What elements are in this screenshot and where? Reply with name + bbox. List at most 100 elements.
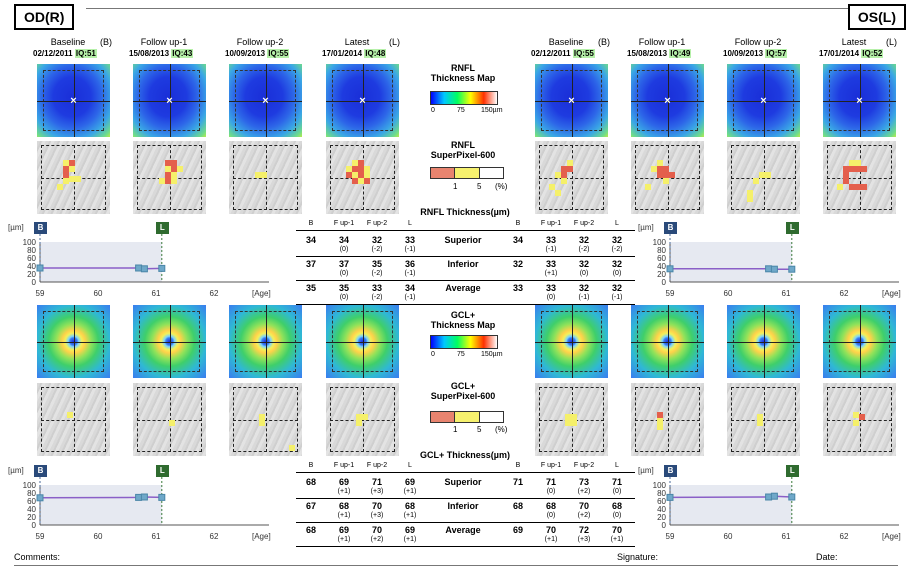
sp-scale-b: 5	[477, 182, 482, 191]
os-value: 72	[578, 525, 589, 535]
map-v-axis	[73, 64, 75, 137]
od-col-header: B	[308, 220, 314, 227]
os-value: 70	[578, 501, 589, 511]
row-label-average: Average	[445, 525, 481, 535]
superpixel-cell	[645, 184, 651, 190]
table-row-divider	[296, 256, 635, 257]
os-delta: (+3)	[577, 536, 591, 543]
superpixel-cell	[364, 178, 370, 184]
superpixel-map	[823, 383, 896, 456]
scale-max: 150µm	[481, 107, 503, 114]
od-col-header: B	[308, 462, 314, 469]
visit-date: 15/08/2013 IQ:49	[627, 49, 692, 58]
od-delta: (+1)	[403, 488, 417, 495]
signature-label: Signature:	[617, 552, 659, 562]
od-col-header: F up-1	[333, 220, 355, 227]
od-value: 35	[338, 283, 349, 293]
gcl-map-title: GCL+ Thickness Map	[403, 310, 523, 330]
superpixel-cell	[657, 172, 663, 178]
os-value: 68	[611, 501, 622, 511]
od-value: 33	[404, 235, 415, 245]
od-delta: (+1)	[403, 536, 417, 543]
visit-tag: (L)	[389, 37, 400, 47]
superpixel-map	[727, 141, 800, 214]
superpixel-v-axis	[169, 387, 171, 452]
superpixel-cell	[849, 166, 855, 172]
x-age-label: [Age]	[882, 532, 901, 541]
od-value: 37	[305, 259, 316, 269]
superpixel-cell	[364, 172, 370, 178]
latest-badge: L	[155, 222, 169, 234]
y-tick-label: 0	[662, 278, 667, 287]
os-value: 73	[578, 477, 589, 487]
superpixel-cell	[549, 184, 555, 190]
od-col-header: F up-1	[333, 462, 355, 469]
superpixel-cell	[358, 166, 364, 172]
rnfl-thickness-map: ×	[133, 64, 206, 137]
rnfl-sp-legend-box	[430, 167, 504, 179]
superpixel-cell	[657, 412, 663, 418]
table-top-line	[296, 230, 635, 231]
superpixel-map	[133, 141, 206, 214]
superpixel-cell	[555, 172, 561, 178]
x-tick-label: 60	[724, 532, 733, 541]
y-unit-label: [µm]	[638, 466, 654, 475]
superpixel-cell	[171, 166, 177, 172]
od-value: 70	[371, 501, 382, 511]
os-value: 70	[611, 525, 622, 535]
od-delta: (+1)	[403, 512, 417, 519]
od-value: 68	[305, 525, 316, 535]
image-quality-badge: IQ:51	[74, 49, 97, 58]
gcl-scale-min: 0	[431, 351, 435, 358]
superpixel-cell	[67, 412, 73, 418]
gcl-thickness-map	[823, 305, 896, 378]
os-value: 71	[512, 477, 523, 487]
os-value: 33	[545, 259, 556, 269]
visit-date-text: 17/01/2014	[819, 49, 860, 58]
y-tick-label: 80	[27, 246, 36, 255]
visit-date: 02/12/2011 IQ:51	[33, 49, 97, 58]
gcl-map-title-line2: Thickness Map	[430, 320, 496, 330]
superpixel-cell	[165, 160, 171, 166]
latest-badge: L	[785, 465, 799, 477]
od-value: 33	[371, 283, 382, 293]
superpixel-cell	[849, 184, 855, 190]
superpixel-cell	[358, 160, 364, 166]
superpixel-cell	[855, 166, 861, 172]
superpixel-map	[37, 141, 110, 214]
superpixel-cell	[69, 166, 75, 172]
superpixel-cell	[63, 178, 69, 184]
od-value: 69	[404, 477, 415, 487]
map-v-axis	[763, 64, 765, 137]
od-delta: (+2)	[370, 536, 384, 543]
rnfl-thickness-map: ×	[535, 64, 608, 137]
superpixel-cell	[853, 412, 859, 418]
superpixel-cell	[352, 172, 358, 178]
superpixel-cell	[759, 172, 765, 178]
os-value: 32	[578, 259, 589, 269]
x-tick-label: 61	[782, 289, 791, 298]
visit-date-text: 15/08/2013	[627, 49, 668, 58]
os-value: 33	[545, 283, 556, 293]
superpixel-cell	[561, 172, 567, 178]
os-value: 34	[512, 235, 523, 245]
os-delta: (-2)	[578, 246, 590, 253]
x-tick-label: 59	[36, 289, 45, 298]
os-delta: (-2)	[611, 246, 623, 253]
superpixel-cell	[63, 166, 69, 172]
y-tick-label: 40	[657, 262, 666, 271]
y-tick-label: 60	[657, 254, 666, 263]
gcl-sp-legend-box	[430, 411, 504, 423]
data-point	[666, 265, 674, 273]
superpixel-cell	[651, 166, 657, 172]
visit-date-text: 10/09/2013	[225, 49, 266, 58]
os-delta: (0)	[612, 512, 622, 519]
baseline-badge: B	[664, 465, 677, 477]
x-tick-label: 60	[724, 289, 733, 298]
y-unit-label: [µm]	[8, 466, 24, 475]
superpixel-cell	[859, 414, 865, 420]
os-delta: (+1)	[544, 536, 558, 543]
superpixel-map	[631, 383, 704, 456]
map-v-axis	[667, 305, 669, 378]
